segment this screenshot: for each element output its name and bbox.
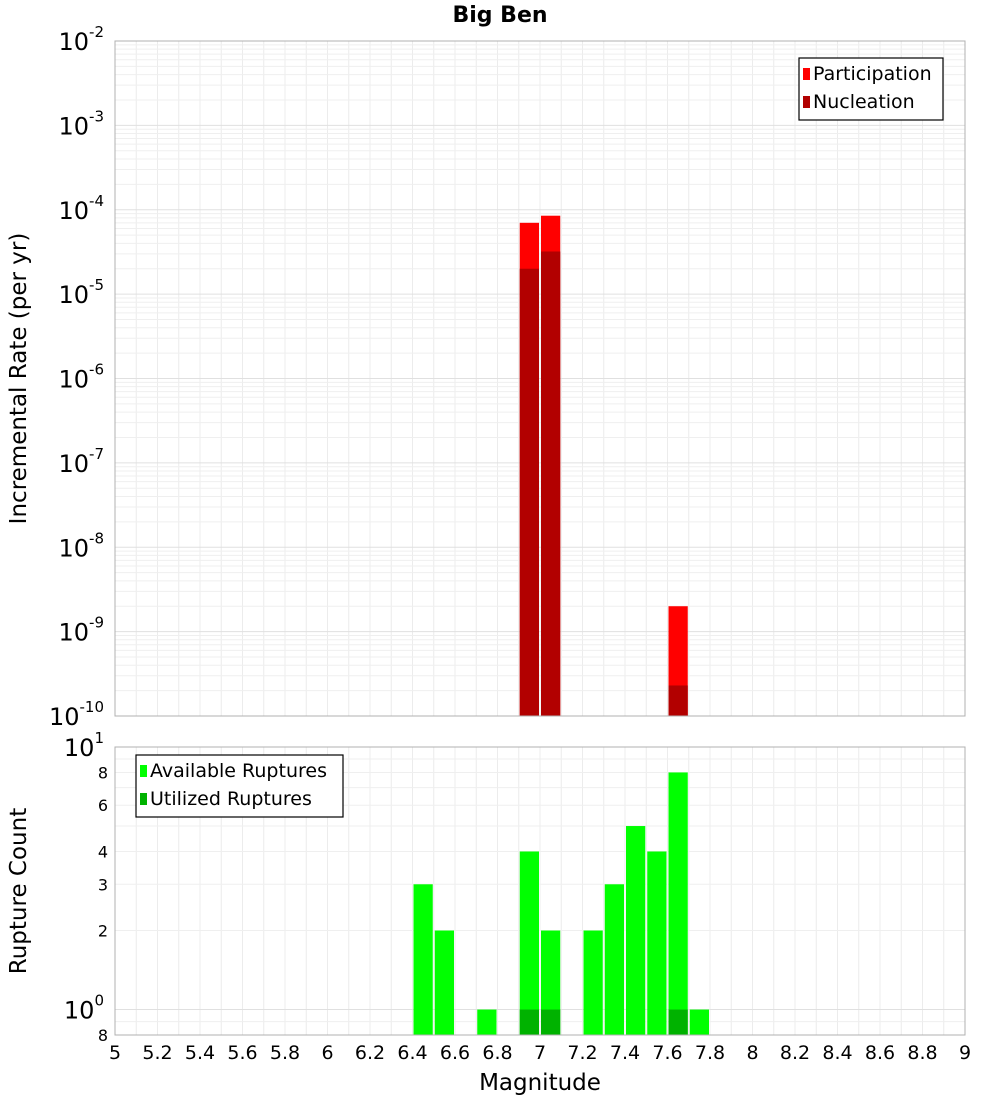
bottom-bar-available-ruptures bbox=[519, 851, 539, 1035]
x-tick-label: 5.2 bbox=[142, 1042, 172, 1064]
x-tick-label: 7.8 bbox=[695, 1042, 725, 1064]
top-y-tick-label: 10-5 bbox=[58, 276, 104, 309]
top-bar-nucleation bbox=[668, 685, 688, 716]
bottom-bar-available-ruptures bbox=[626, 826, 646, 1035]
bottom-bar-available-ruptures bbox=[668, 772, 688, 1035]
top-y-tick-label: 10-8 bbox=[58, 529, 104, 562]
bottom-frame bbox=[114, 746, 966, 1036]
bottom-bar-available-ruptures bbox=[541, 930, 561, 1035]
bottom-bar-utilized-ruptures bbox=[668, 1009, 688, 1035]
bottom-y-tick-label: 8 bbox=[98, 1026, 108, 1045]
top-legend-label: Participation bbox=[813, 63, 932, 85]
top-bar-nucleation bbox=[519, 268, 539, 716]
x-tick-label: 6 bbox=[321, 1042, 333, 1064]
bottom-bar-available-ruptures bbox=[477, 1009, 497, 1035]
top-y-tick-label: 10-3 bbox=[58, 107, 104, 140]
bottom-bar-available-ruptures bbox=[689, 1009, 709, 1035]
chart-title: Big Ben bbox=[452, 3, 547, 28]
bottom-bar-available-ruptures bbox=[413, 884, 433, 1035]
bottom-bar-available-ruptures bbox=[647, 851, 667, 1035]
x-tick-label: 7 bbox=[534, 1042, 546, 1064]
bottom-y-tick-label: 6 bbox=[98, 796, 108, 815]
top-legend-swatch bbox=[803, 96, 810, 108]
x-tick-label: 8 bbox=[746, 1042, 758, 1064]
x-tick-label: 7.6 bbox=[652, 1042, 682, 1064]
top-y-tick-label: 10-6 bbox=[58, 361, 104, 394]
x-tick-label: 7.4 bbox=[610, 1042, 640, 1064]
x-tick-label: 8.8 bbox=[907, 1042, 937, 1064]
bottom-bar-available-ruptures bbox=[583, 930, 603, 1035]
bottom-bar-utilized-ruptures bbox=[519, 1009, 539, 1035]
bottom-y-tick-label: 100 bbox=[64, 992, 104, 1025]
x-tick-label: 9 bbox=[959, 1042, 971, 1064]
bottom-legend-label: Utilized Ruptures bbox=[150, 788, 312, 810]
bottom-legend-label: Available Ruptures bbox=[150, 760, 327, 782]
top-y-tick-label: 10-9 bbox=[58, 614, 104, 647]
top-frame bbox=[114, 40, 966, 717]
x-tick-label: 5.8 bbox=[270, 1042, 300, 1064]
bottom-y-axis-label: Rupture Count bbox=[6, 808, 32, 974]
bottom-legend bbox=[135, 754, 344, 818]
x-tick-label: 8.4 bbox=[822, 1042, 852, 1064]
bottom-y-tick-label: 8 bbox=[98, 763, 108, 782]
x-tick-label: 7.2 bbox=[567, 1042, 597, 1064]
top-bar-nucleation bbox=[541, 251, 561, 716]
x-tick-label: 6.8 bbox=[482, 1042, 512, 1064]
x-tick-label: 8.2 bbox=[780, 1042, 810, 1064]
x-axis-label: Magnitude bbox=[479, 1070, 601, 1096]
top-y-tick-label: 10-10 bbox=[49, 698, 104, 731]
x-tick-label: 6.2 bbox=[355, 1042, 385, 1064]
x-tick-label: 6.6 bbox=[440, 1042, 470, 1064]
top-panel: 10-10 10-9 10-8 10-7 10-6 10-5 10-4 10-3 10-2 Inc… bbox=[6, 23, 966, 731]
bottom-bar-available-ruptures bbox=[604, 884, 624, 1035]
x-tick-label: 5.6 bbox=[227, 1042, 257, 1064]
bottom-y-tick-label: 101 bbox=[64, 729, 104, 762]
bottom-y-tick-label: 4 bbox=[98, 842, 108, 861]
bottom-bar-utilized-ruptures bbox=[541, 1009, 561, 1035]
bottom-legend-swatch bbox=[140, 765, 147, 777]
top-y-tick-label: 10-7 bbox=[58, 445, 104, 478]
x-tick-label: 5 bbox=[109, 1042, 121, 1064]
top-legend bbox=[798, 57, 944, 121]
x-tick-label: 5.4 bbox=[185, 1042, 215, 1064]
x-tick-label: 8.6 bbox=[865, 1042, 895, 1064]
bottom-y-tick-label: 3 bbox=[98, 875, 108, 894]
top-legend-swatch bbox=[803, 68, 810, 80]
x-tick-label: 6.4 bbox=[397, 1042, 427, 1064]
bottom-y-tick-label: 2 bbox=[98, 922, 108, 941]
bottom-legend-swatch bbox=[140, 793, 147, 805]
top-y-tick-label: 10-4 bbox=[58, 192, 104, 225]
top-y-axis-label: Incremental Rate (per yr) bbox=[6, 233, 32, 525]
bottom-bar-available-ruptures bbox=[434, 930, 454, 1035]
top-y-tick-label: 10-2 bbox=[58, 23, 104, 56]
top-legend-label: Nucleation bbox=[813, 91, 915, 113]
